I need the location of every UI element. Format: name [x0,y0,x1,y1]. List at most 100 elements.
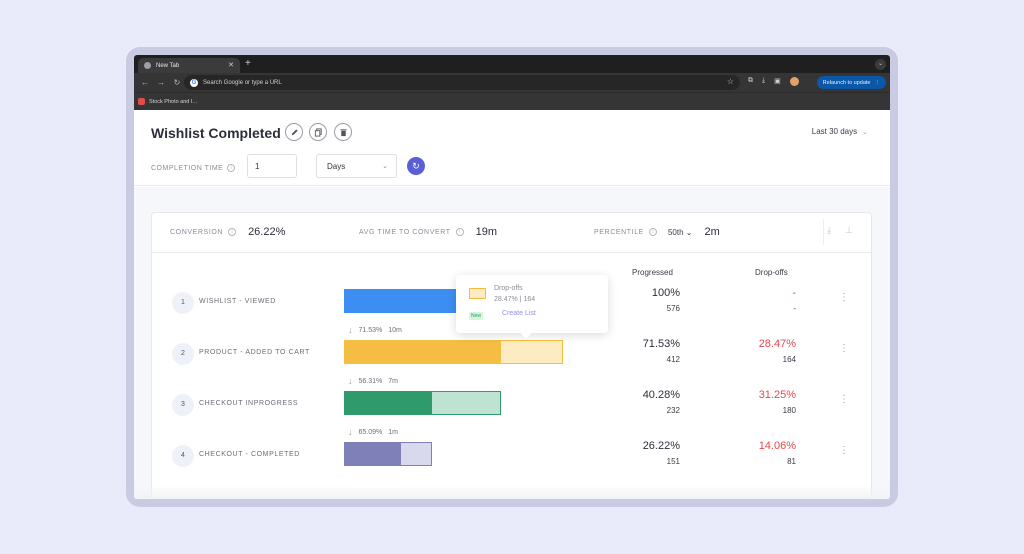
tab-strip: New Tab ✕ + ⌄ [134,55,890,73]
dropoff-percent: 14.06% [758,440,796,452]
dropoff-count: - [793,304,796,313]
tab-search-icon[interactable]: ⌄ [875,59,886,70]
dropoffs-column-header: Drop-offs [755,268,788,277]
conversion-time: 1m [388,428,398,436]
percentile-select-value: 50th [667,227,684,237]
progressed-percent: 40.28% [642,389,680,401]
tooltip-title: Drop-offs [494,285,523,292]
completion-time-input[interactable]: 1 [247,154,297,178]
avg-time-stat: AVG TIME TO CONVERT i 19m [359,226,497,238]
completion-unit-select[interactable]: Days ⌄ [316,154,397,178]
bookmarks-bar: Stock Photo and I... [134,92,890,110]
step-number: 4 [172,445,194,467]
date-range-label: Last 30 days [811,127,858,136]
conversion-percent: 71.53% [358,326,383,334]
avg-time-value: 19m [475,226,498,238]
scroll-fade [134,485,890,499]
step-menu-icon[interactable]: ⋮ [839,394,849,405]
percentile-select[interactable]: 50th ⌄ [667,227,693,237]
download-icon[interactable]: ⤓ [827,225,832,235]
progressed-percent: 26.22% [642,440,680,452]
avg-time-label: AVG TIME TO CONVERT [359,228,451,236]
arrow-down-icon: ↓ [348,325,353,335]
bookmark-item[interactable]: Stock Photo and I... [149,98,198,105]
info-icon[interactable]: i [228,228,237,236]
step-name: WISHLIST - VIEWED [199,298,276,305]
conversion-label: CONVERSION [170,228,224,236]
step-number: 1 [172,292,194,314]
chevron-down-icon: ⌄ [862,128,868,136]
progress-bar[interactable] [344,442,401,466]
funnel-header: Wishlist Completed Last 30 days ⌄ COMPLE… [134,110,890,186]
forward-icon[interactable]: → [157,78,165,87]
close-tab-icon[interactable]: ✕ [228,62,234,69]
step-menu-icon[interactable]: ⋮ [839,343,849,354]
bookmark-star-icon[interactable]: ☆ [726,77,734,86]
content-area: CONVERSION i 26.22% AVG TIME TO CONVERT … [134,187,890,499]
relaunch-button[interactable]: Relaunch to update ⋮ [816,76,886,89]
info-icon[interactable]: i [227,164,236,172]
step-menu-icon[interactable]: ⋮ [839,292,849,303]
conversion-time: 10m [388,326,402,334]
google-icon: G [190,78,198,87]
download-icon[interactable]: ⤓ [762,77,766,84]
progressed-count: 412 [666,355,680,364]
create-list-link[interactable]: Create List [502,310,536,317]
browser-tab[interactable]: New Tab ✕ [138,58,240,73]
conversion-time: 7m [388,377,398,385]
back-icon[interactable]: ← [141,78,149,87]
edit-button[interactable] [285,123,303,141]
relaunch-label: Relaunch to update [822,79,871,86]
address-placeholder: Search Google or type a URL [203,79,282,86]
tab-favicon-icon [144,62,151,69]
reload-icon[interactable]: ↻ [173,78,181,87]
step-name: PRODUCT - ADDED TO CART [199,349,310,356]
conversion-value: 26.22% [248,226,286,238]
percentile-value: 2m [704,226,720,238]
arrow-down-icon: ↓ [348,427,353,437]
new-tab-icon[interactable]: + [245,58,251,69]
step-name: CHECKOUT INPROGRESS [199,400,299,407]
step-menu-icon[interactable]: ⋮ [839,445,849,456]
conversion-stat: CONVERSION i 26.22% [170,226,285,238]
tooltip-detail: 28.47% | 164 [494,296,536,303]
info-icon[interactable]: i [648,228,657,236]
arrow-down-icon: ↓ [348,376,353,386]
address-bar[interactable]: G Search Google or type a URL ☆ [184,75,740,90]
dropoff-percent: - [792,287,796,299]
bookmark-favicon-icon [138,98,145,105]
step-conversion: ↓ 56.31% 7m [348,376,398,386]
refresh-icon: ↻ [412,161,420,171]
dropoff-percent: 28.47% [758,338,796,350]
percentile-label: PERCENTILE [594,228,644,236]
step-number: 2 [172,343,194,365]
step-name: CHECKOUT - COMPLETED [199,451,300,458]
funnel-card: CONVERSION i 26.22% AVG TIME TO CONVERT … [151,212,872,499]
profile-avatar[interactable] [789,77,799,86]
duplicate-button[interactable] [309,123,327,141]
completion-unit-value: Days [327,162,346,171]
pin-icon[interactable]: ⊥ [845,225,853,235]
dropoff-tooltip: Drop-offs 28.47% | 164 New Create List [456,275,608,339]
dropoff-percent: 31.25% [758,389,796,401]
dropoff-count: 164 [782,355,796,364]
progress-bar[interactable] [344,391,432,415]
more-menu-icon: ⋮ [874,79,881,86]
page-title: Wishlist Completed [151,125,281,141]
delete-button[interactable] [334,123,352,141]
progressed-percent: 71.53% [642,338,680,350]
progressed-column-header: Progressed [632,268,673,277]
progressed-count: 576 [666,304,680,313]
copy-icon [314,127,322,137]
new-badge: New [469,312,484,320]
side-panel-icon[interactable]: ▣ [774,78,781,85]
step-number: 3 [172,394,194,416]
info-icon[interactable]: i [455,228,464,236]
progressed-percent: 100% [651,287,680,299]
refresh-button[interactable]: ↻ [407,157,425,175]
browser-window: New Tab ✕ + ⌄ ← → ↻ G Search Google or t… [134,55,890,499]
date-range-dropdown[interactable]: Last 30 days ⌄ [812,127,868,136]
dropoff-count: 81 [787,457,796,466]
progress-bar[interactable] [344,340,501,364]
extensions-icon[interactable]: ⧉ [748,77,753,84]
